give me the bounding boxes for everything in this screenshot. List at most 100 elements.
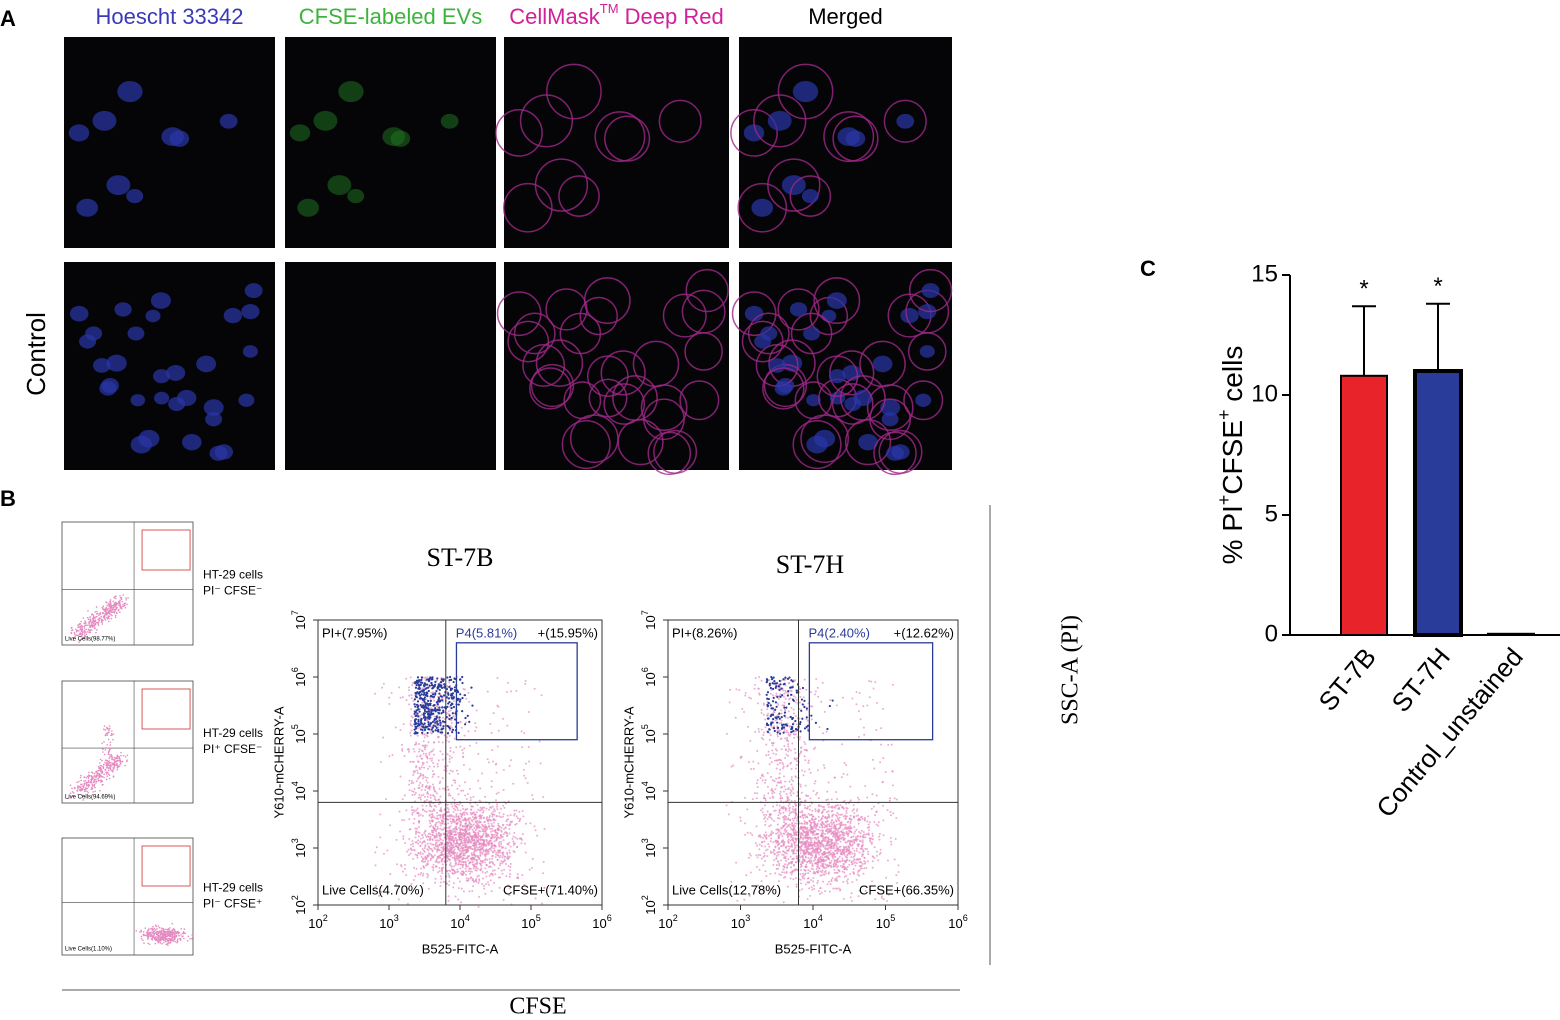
event	[432, 825, 435, 828]
event	[427, 708, 430, 711]
event	[839, 804, 842, 807]
event	[156, 928, 158, 930]
event	[421, 731, 424, 735]
event	[474, 862, 477, 865]
event	[448, 758, 451, 761]
event	[374, 692, 377, 695]
event	[484, 795, 487, 798]
event	[814, 690, 817, 693]
event	[481, 859, 484, 862]
event	[475, 816, 478, 819]
event	[81, 785, 84, 787]
event	[72, 792, 75, 794]
event	[780, 748, 783, 751]
event	[449, 746, 452, 749]
event	[802, 774, 805, 777]
event	[465, 870, 468, 873]
event	[99, 779, 102, 782]
event	[478, 895, 481, 898]
event	[481, 861, 484, 864]
event	[412, 781, 415, 784]
event	[458, 848, 461, 851]
event	[480, 814, 483, 817]
event	[756, 750, 759, 753]
event	[435, 679, 438, 682]
event	[109, 744, 112, 746]
event	[885, 876, 888, 879]
event	[426, 725, 429, 728]
event	[418, 743, 421, 746]
event	[452, 872, 455, 875]
event	[438, 716, 441, 719]
event	[105, 778, 108, 781]
event	[540, 694, 543, 697]
event	[816, 881, 819, 884]
event	[428, 684, 431, 687]
event	[441, 841, 444, 844]
event	[152, 936, 155, 938]
event	[107, 611, 110, 614]
event	[499, 837, 502, 840]
event	[379, 836, 382, 839]
cell-membrane	[603, 383, 646, 425]
event	[421, 833, 424, 836]
nucleus	[919, 345, 935, 358]
event	[86, 790, 88, 793]
event	[119, 611, 121, 614]
nucleus	[196, 355, 217, 373]
event	[424, 716, 427, 719]
event	[119, 761, 122, 763]
event	[432, 833, 435, 836]
event	[454, 779, 457, 782]
event	[413, 703, 416, 706]
event	[441, 822, 444, 825]
nucleus	[117, 80, 143, 103]
event	[799, 701, 802, 704]
event	[497, 822, 500, 825]
event	[87, 786, 90, 788]
event	[452, 807, 455, 810]
event	[488, 858, 491, 861]
event	[439, 795, 442, 798]
event	[437, 726, 440, 729]
event	[422, 706, 425, 709]
event	[410, 809, 413, 812]
event	[488, 835, 491, 838]
event	[426, 761, 429, 764]
event	[103, 725, 106, 727]
event	[841, 806, 844, 809]
event	[490, 846, 493, 849]
event	[841, 696, 844, 699]
event	[481, 830, 484, 833]
event	[91, 787, 94, 790]
event	[439, 827, 442, 830]
event	[787, 731, 790, 734]
event	[409, 847, 412, 850]
event	[849, 872, 852, 875]
event	[835, 887, 838, 890]
event	[422, 793, 425, 796]
event	[105, 759, 108, 762]
event	[470, 836, 473, 839]
event	[106, 727, 109, 729]
event	[533, 825, 536, 828]
event	[432, 762, 435, 765]
event	[424, 726, 427, 729]
event	[489, 722, 492, 725]
event	[786, 799, 789, 802]
event	[428, 809, 431, 812]
event	[413, 793, 416, 796]
event	[523, 883, 526, 886]
event	[71, 791, 74, 793]
nucleus	[858, 433, 878, 451]
event	[489, 827, 492, 830]
event	[483, 816, 486, 819]
event	[382, 682, 385, 685]
event	[116, 757, 119, 760]
event	[415, 867, 418, 870]
event	[96, 773, 99, 775]
event	[386, 849, 389, 852]
event	[103, 776, 105, 779]
event	[422, 687, 425, 690]
event	[412, 770, 415, 773]
